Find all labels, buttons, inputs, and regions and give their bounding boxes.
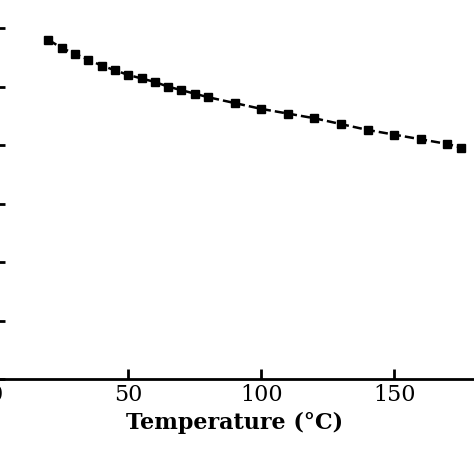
X-axis label: Temperature (°C): Temperature (°C) [126,411,343,434]
